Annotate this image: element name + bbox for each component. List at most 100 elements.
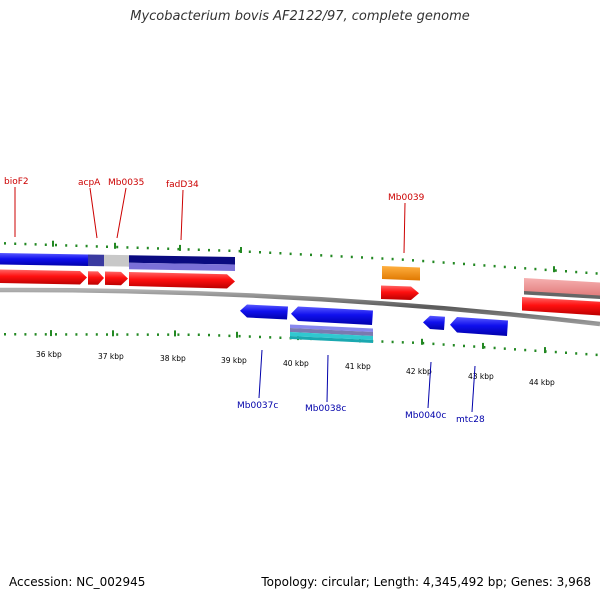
reverse-minor-tick bbox=[218, 334, 221, 337]
forward-minor-tick bbox=[422, 259, 425, 263]
gene-Mb0038c bbox=[291, 306, 373, 325]
reverse-minor-tick bbox=[14, 333, 17, 336]
reverse-minor-tick bbox=[554, 350, 557, 354]
forward-minor-tick bbox=[218, 249, 221, 252]
gene-Mb0037c bbox=[240, 304, 288, 320]
reverse-minor-tick bbox=[106, 333, 108, 336]
leader-Mb0037c bbox=[258, 349, 263, 399]
reverse-minor-tick bbox=[432, 342, 435, 346]
label-Mb0039: Mb0039 bbox=[388, 193, 425, 203]
reverse-minor-tick bbox=[585, 352, 588, 356]
reverse-gene-labels: Mb0037c Mb0038c Mb0040c mtc28 bbox=[237, 349, 485, 425]
forward-minor-tick bbox=[259, 251, 261, 254]
reverse-major-tick bbox=[174, 330, 176, 337]
fadD34-upper-block-lower bbox=[129, 262, 235, 271]
genome-backbone bbox=[0, 287, 600, 327]
forward-minor-tick bbox=[228, 249, 231, 252]
label-Mb0037c: Mb0037c bbox=[237, 401, 278, 411]
upper-block-right-edge bbox=[524, 291, 600, 299]
reverse-minor-tick bbox=[157, 333, 159, 336]
Mb0038c-lower-block-2 bbox=[290, 328, 373, 336]
forward-minor-tick bbox=[412, 259, 414, 262]
forward-minor-tick bbox=[381, 257, 384, 260]
forward-minor-tick bbox=[177, 247, 180, 251]
ruler-label-38kbp: 38 kbp bbox=[160, 354, 186, 363]
gene-Mb0040c bbox=[423, 315, 445, 330]
leader-Mb0040c bbox=[427, 361, 432, 409]
ruler-label-40kbp: 40 kbp bbox=[283, 359, 309, 368]
gene-right-forward bbox=[522, 297, 600, 316]
forward-minor-tick bbox=[289, 252, 292, 256]
forward-minor-tick bbox=[310, 253, 312, 257]
forward-minor-tick bbox=[534, 267, 537, 271]
accession-text: Accession: NC_002945 bbox=[9, 575, 146, 589]
forward-minor-tick bbox=[401, 258, 404, 261]
reverse-minor-tick bbox=[442, 343, 445, 346]
forward-minor-tick bbox=[473, 263, 476, 266]
forward-minor-tick bbox=[463, 262, 465, 266]
reverse-minor-tick bbox=[136, 333, 139, 336]
forward-minor-tick bbox=[197, 248, 200, 251]
forward-minor-tick bbox=[565, 270, 567, 273]
genome-summary-text: Topology: circular; Length: 4,345,492 bp… bbox=[261, 575, 591, 589]
reverse-minor-tick bbox=[473, 345, 476, 348]
leader-mtc28 bbox=[471, 365, 476, 413]
reverse-minor-tick bbox=[75, 333, 78, 336]
forward-major-tick bbox=[240, 247, 242, 253]
leader-fadD34 bbox=[180, 189, 184, 241]
gene-Mb0035 bbox=[105, 271, 128, 286]
forward-minor-tick bbox=[493, 264, 496, 268]
fadD34-upper-block bbox=[129, 255, 235, 265]
reverse-minor-tick bbox=[24, 333, 27, 336]
reverse-minor-tick bbox=[422, 341, 425, 345]
reverse-major-tick bbox=[482, 342, 484, 349]
forward-minor-tick bbox=[299, 253, 302, 256]
Mb0038c-lower-block-3 bbox=[290, 332, 373, 340]
reverse-major-tick bbox=[50, 330, 52, 337]
forward-minor-tick bbox=[432, 260, 435, 264]
label-acpA: acpA bbox=[78, 178, 101, 188]
forward-minor-tick bbox=[248, 250, 251, 253]
forward-major-tick bbox=[114, 242, 116, 249]
ruler-label-44kbp: 44 kbp bbox=[529, 378, 555, 387]
reverse-minor-tick bbox=[575, 352, 578, 355]
reverse-minor-tick bbox=[401, 341, 404, 344]
Mb0038c-lower-block-1 bbox=[290, 324, 373, 332]
Mb0038c-lower-block-4 bbox=[290, 336, 373, 343]
ruler-label-42kbp: 42 kbp bbox=[406, 367, 432, 376]
Mb0039-upper-block bbox=[382, 266, 420, 281]
reverse-minor-tick bbox=[238, 334, 241, 338]
reverse-minor-tick bbox=[483, 346, 486, 349]
reverse-minor-tick bbox=[493, 346, 496, 350]
forward-gene-labels: bioF2 acpA Mb0035 fadD34 Mb0039 bbox=[4, 177, 425, 254]
forward-major-tick bbox=[179, 244, 181, 251]
reverse-minor-tick bbox=[514, 348, 516, 351]
reverse-minor-tick bbox=[187, 333, 190, 336]
forward-minor-tick bbox=[503, 265, 506, 269]
leader-Mb0038c bbox=[326, 354, 329, 403]
forward-minor-tick bbox=[238, 249, 241, 253]
tick-marks-reverse bbox=[4, 330, 598, 357]
reverse-minor-tick bbox=[452, 344, 455, 347]
ruler-label-36kbp: 36 kbp bbox=[36, 350, 62, 359]
forward-minor-tick bbox=[116, 245, 119, 249]
forward-minor-tick bbox=[269, 251, 272, 254]
tick-marks-forward bbox=[4, 240, 598, 275]
forward-minor-tick bbox=[187, 248, 190, 251]
forward-minor-tick bbox=[544, 268, 547, 272]
reverse-minor-tick bbox=[463, 344, 465, 348]
reverse-minor-tick bbox=[65, 333, 68, 336]
forward-major-tick bbox=[553, 266, 555, 273]
forward-minor-tick bbox=[554, 269, 557, 272]
reverse-minor-tick bbox=[4, 333, 6, 336]
reverse-minor-tick bbox=[126, 333, 129, 336]
reverse-minor-tick bbox=[34, 333, 37, 336]
forward-minor-tick bbox=[126, 246, 129, 249]
forward-minor-tick bbox=[157, 247, 159, 250]
forward-minor-tick bbox=[452, 262, 455, 265]
reverse-major-tick bbox=[112, 330, 114, 337]
forward-minor-tick bbox=[34, 243, 37, 246]
forward-minor-tick bbox=[55, 243, 57, 247]
reverse-minor-tick bbox=[279, 336, 282, 339]
